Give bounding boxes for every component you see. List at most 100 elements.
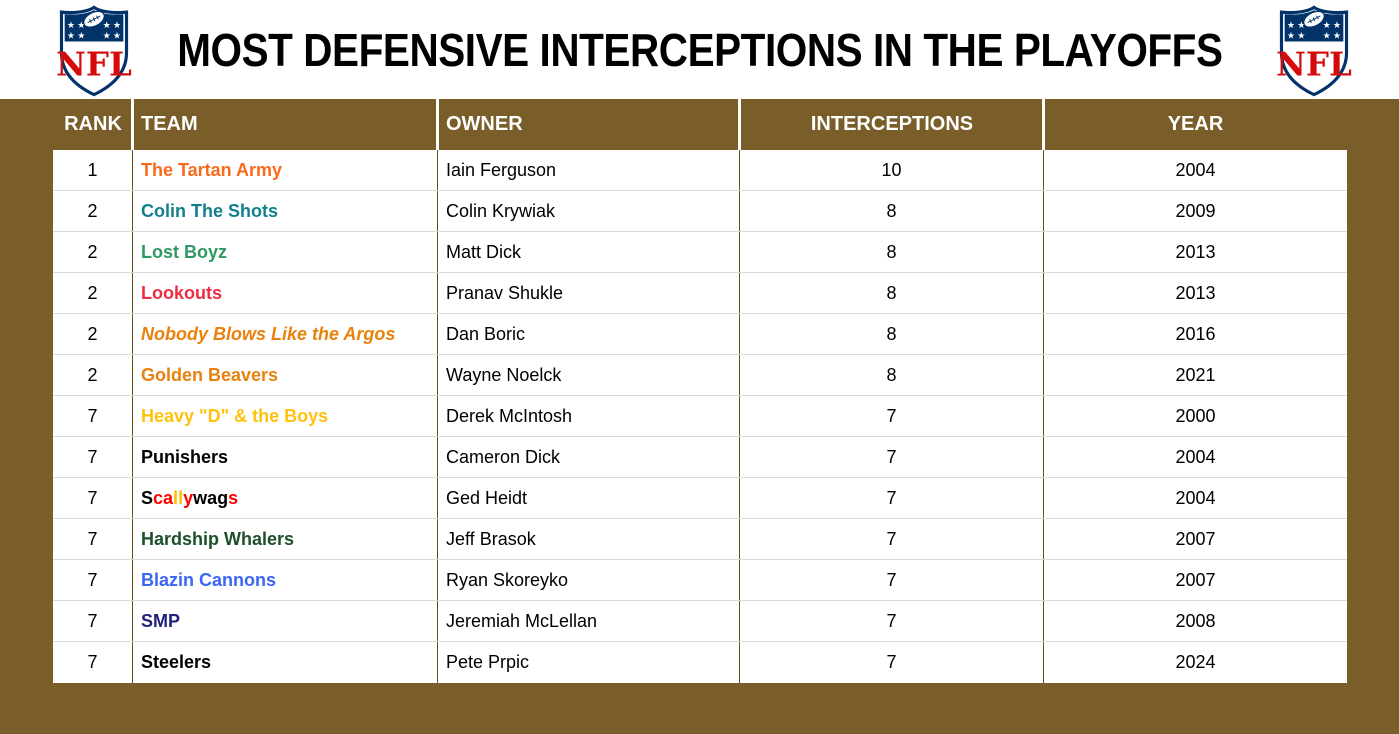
page-title: MOST DEFENSIVE INTERCEPTIONS IN THE PLAY… xyxy=(176,23,1223,76)
svg-text:★: ★ xyxy=(1323,31,1331,41)
team-cell: Punishers xyxy=(133,437,438,477)
team-letter: y xyxy=(183,487,194,508)
team-letter: s xyxy=(228,487,239,508)
rank-cell: 1 xyxy=(53,150,133,190)
year-cell: 2007 xyxy=(1175,569,1216,590)
header-divider xyxy=(131,99,134,150)
svg-text:★: ★ xyxy=(113,21,121,31)
header-divider xyxy=(1042,99,1045,150)
owner-cell: Matt Dick xyxy=(438,232,740,272)
interceptions-cell: 8 xyxy=(740,314,1044,354)
column-header-team: TEAM xyxy=(141,113,198,135)
year-cell: 2013 xyxy=(1175,241,1216,262)
svg-text:★: ★ xyxy=(1297,31,1305,41)
year-cell: 2009 xyxy=(1175,200,1216,221)
year-cell: 2004 xyxy=(1175,159,1216,180)
rank-cell: 2 xyxy=(53,355,133,395)
owner-cell: Ryan Skoreyko xyxy=(438,560,740,600)
table-row: 1 The Tartan Army Iain Ferguson 10 2004 xyxy=(53,150,1347,191)
interceptions-cell: 7 xyxy=(740,642,1044,683)
football-icon xyxy=(1303,10,1325,28)
shield-stars: ★ ★ ★ ★ ★ ★ ★ ★ xyxy=(67,21,121,41)
table-row: 2 Lost Boyz Matt Dick 8 2013 xyxy=(53,232,1347,273)
interceptions-cell: 8 xyxy=(740,355,1044,395)
table-row: 7 Punishers Cameron Dick 7 2004 xyxy=(53,437,1347,478)
table-row: 7 Blazin Cannons Ryan Skoreyko 7 2007 xyxy=(53,560,1347,601)
owner-cell: Cameron Dick xyxy=(438,437,740,477)
owner-cell: Colin Krywiak xyxy=(438,191,740,231)
owner-cell: Pete Prpic xyxy=(438,642,740,683)
rank-cell: 7 xyxy=(53,642,133,683)
interceptions-cell: 7 xyxy=(740,601,1044,641)
nfl-logo-right: ★ ★ ★ ★ ★ ★ ★ ★ NFL xyxy=(1264,5,1364,97)
rank-cell: 7 xyxy=(53,519,133,559)
column-header-owner: OWNER xyxy=(446,113,523,135)
year-cell: 2004 xyxy=(1175,487,1216,508)
year-cell: 2016 xyxy=(1175,323,1216,344)
shield-stars: ★ ★ ★ ★ ★ ★ ★ ★ xyxy=(1287,21,1341,41)
owner-cell: Derek McIntosh xyxy=(438,396,740,436)
year-cell: 2013 xyxy=(1175,282,1216,303)
nfl-wordmark: NFL xyxy=(1276,45,1352,84)
rank-cell: 7 xyxy=(53,478,133,518)
svg-text:★: ★ xyxy=(103,31,111,41)
header-divider xyxy=(436,99,439,150)
team-letter: S xyxy=(141,487,154,508)
rank-cell: 2 xyxy=(53,314,133,354)
svg-text:★: ★ xyxy=(1333,31,1341,41)
svg-text:★: ★ xyxy=(113,31,121,41)
interceptions-cell: 7 xyxy=(740,396,1044,436)
svg-text:★: ★ xyxy=(67,31,75,41)
title-bar: MOST DEFENSIVE INTERCEPTIONS IN THE PLAY… xyxy=(0,0,1399,99)
table-row: 2 Golden Beavers Wayne Noelck 8 2021 xyxy=(53,355,1347,396)
table-row: 2 Nobody Blows Like the Argos Dan Boric 8 20… xyxy=(53,314,1347,355)
svg-text:★: ★ xyxy=(77,31,85,41)
rank-cell: 2 xyxy=(53,273,133,313)
interceptions-cell: 7 xyxy=(740,519,1044,559)
year-cell: 2000 xyxy=(1175,405,1216,426)
year-cell: 2008 xyxy=(1175,610,1216,631)
interceptions-cell: 7 xyxy=(740,478,1044,518)
team-cell: Nobody Blows Like the Argos xyxy=(133,314,438,354)
year-cell: 2004 xyxy=(1175,446,1216,467)
table-row: 7 SMP Jeremiah McLellan 7 2008 xyxy=(53,601,1347,642)
football-icon xyxy=(83,10,105,28)
team-letter: l xyxy=(173,487,179,508)
leaderboard-table: RANK TEAM OWNER INTERCEPTIONS YEAR 1 The … xyxy=(0,99,1399,734)
team-cell: Lookouts xyxy=(133,273,438,313)
svg-text:★: ★ xyxy=(103,21,111,31)
header-divider xyxy=(738,99,741,150)
year-cell: 2024 xyxy=(1175,652,1216,672)
team-cell: Heavy "D" & the Boys xyxy=(133,396,438,436)
team-letter: c xyxy=(153,487,164,508)
team-letter: g xyxy=(217,487,229,508)
svg-text:★: ★ xyxy=(1333,21,1341,31)
team-cell: Hardship Whalers xyxy=(133,519,438,559)
team-cell: Lost Boyz xyxy=(133,232,438,272)
rank-cell: 2 xyxy=(53,232,133,272)
interceptions-cell: 8 xyxy=(740,191,1044,231)
table-row: 2 Colin The Shots Colin Krywiak 8 2009 xyxy=(53,191,1347,232)
table-row: 7 Heavy "D" & the Boys Derek McIntosh 7 2000 xyxy=(53,396,1347,437)
rank-cell: 7 xyxy=(53,396,133,436)
team-letter: w xyxy=(193,487,208,508)
column-header-rank: RANK xyxy=(64,113,122,135)
table-row: 2 Lookouts Pranav Shukle 8 2013 xyxy=(53,273,1347,314)
team-cell: The Tartan Army xyxy=(133,150,438,190)
nfl-shield-logo: ★ ★ ★ ★ ★ ★ ★ ★ NFL xyxy=(1276,5,1352,97)
team-cell: Blazin Cannons xyxy=(133,560,438,600)
table-row: 7 Hardship Whalers Jeff Brasok 7 2007 xyxy=(53,519,1347,560)
svg-text:★: ★ xyxy=(1287,31,1295,41)
team-letter: l xyxy=(178,487,184,508)
nfl-logo-left: ★ ★ ★ ★ ★ ★ ★ ★ NFL xyxy=(44,5,144,97)
owner-cell: Jeff Brasok xyxy=(438,519,740,559)
column-header-interceptions: INTERCEPTIONS xyxy=(810,113,974,135)
nfl-shield-logo: ★ ★ ★ ★ ★ ★ ★ ★ NFL xyxy=(56,5,132,97)
team-cell: Steelers xyxy=(133,642,438,683)
owner-cell: Jeremiah McLellan xyxy=(438,601,740,641)
team-cell: Golden Beavers xyxy=(133,355,438,395)
table-row: 7 Steelers Pete Prpic 7 2024 xyxy=(53,642,1347,683)
